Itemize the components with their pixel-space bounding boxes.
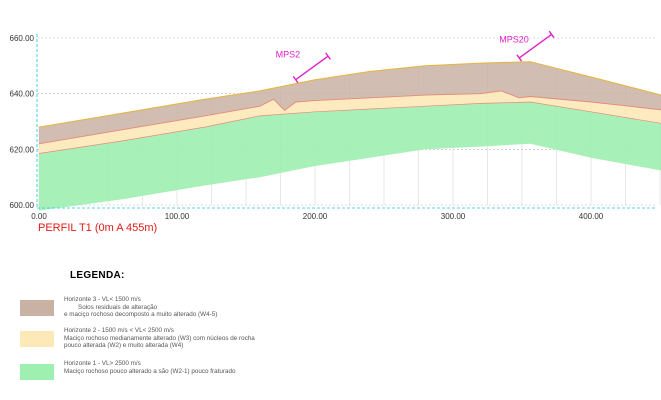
- legend-line: Maciço rochoso pouco alterado a são (W2-…: [64, 367, 236, 375]
- legend-item-horizon-3: Horizonte 3 - VL< 1500 m/s Solos residua…: [20, 296, 217, 319]
- horizon-2-layer: [39, 90, 661, 154]
- legend-item-horizon-2: Horizonte 2 - 1500 m/s < VL< 2500 m/s Ma…: [20, 327, 255, 350]
- probe-marker-mps20: MPS20: [499, 30, 555, 62]
- probe-end-tick: [516, 54, 523, 62]
- horizon-3-base-line: [38, 90, 661, 145]
- terrain-surface-line: [38, 61, 661, 128]
- legend-line: Horizonte 2 - 1500 m/s < VL< 2500 m/s: [64, 327, 174, 334]
- legend-line: Maciço rochoso medianamente alterado (W3…: [64, 334, 255, 342]
- legend-text-horizon-2: Horizonte 2 - 1500 m/s < VL< 2500 m/s Ma…: [64, 327, 255, 350]
- legend-swatch-horizon-2: [20, 331, 54, 347]
- legend-line: pouco alterada (W2) e muito alterada (W4…: [64, 342, 184, 350]
- horizon-3-layer: [39, 61, 661, 144]
- x-tick-label: 300.00: [441, 212, 466, 221]
- probe-marker-mps2: MPS2: [276, 50, 331, 84]
- probe-line: [518, 33, 553, 59]
- legend-line: e maciço rochoso decomposto a muito alte…: [64, 311, 218, 319]
- probe-end-tick: [292, 75, 299, 84]
- x-tick-label: 0.00: [31, 212, 47, 221]
- probe-end-tick: [325, 52, 331, 60]
- legend-text-horizon-1: Horizonte 1 - VL> 2500 m/s Maciço rochos…: [64, 360, 236, 375]
- legend-line: Horizonte 1 - VL> 2500 m/s: [64, 360, 141, 367]
- probe-end-tick: [548, 30, 555, 39]
- x-tick-label: 100.00: [165, 212, 190, 221]
- y-tick-label: 620.00: [10, 145, 35, 154]
- axes: 660.00 640.00 620.00 600.00 0.00 100.00 200.00…: [10, 34, 657, 221]
- horizon-2-base-line: [38, 101, 661, 154]
- legend-text-horizon-3: Horizonte 3 - VL< 1500 m/s Solos residua…: [64, 296, 217, 319]
- y-tick-label: 600.00: [10, 201, 35, 210]
- probe-label: MPS2: [276, 50, 301, 60]
- legend-swatch-horizon-3: [20, 300, 54, 316]
- seismic-probes: MPS2 MPS20: [276, 30, 555, 84]
- x-tick-label: 400.00: [579, 212, 604, 221]
- probe-line: [295, 55, 329, 81]
- y-tick-label: 660.00: [10, 34, 35, 43]
- x-tick-label: 200.00: [303, 212, 328, 221]
- legend-title: LEGENDA:: [70, 270, 125, 281]
- legend-line: Horizonte 3 - VL< 1500 m/s: [64, 296, 141, 303]
- legend-line: Solos residuais de alteração: [78, 303, 158, 311]
- y-tick-label: 640.00: [10, 90, 35, 99]
- legend-swatch-horizon-1: [20, 364, 54, 380]
- profile-title: PERFIL T1 (0m A 455m): [38, 222, 157, 234]
- legend-item-horizon-1: Horizonte 1 - VL> 2500 m/s Maciço rochos…: [20, 360, 236, 380]
- probe-label: MPS20: [499, 34, 529, 44]
- horizon-layers: [38, 61, 661, 211]
- geologic-profile-chart: 660.00 640.00 620.00 600.00 0.00 100.00 200.00…: [10, 30, 661, 234]
